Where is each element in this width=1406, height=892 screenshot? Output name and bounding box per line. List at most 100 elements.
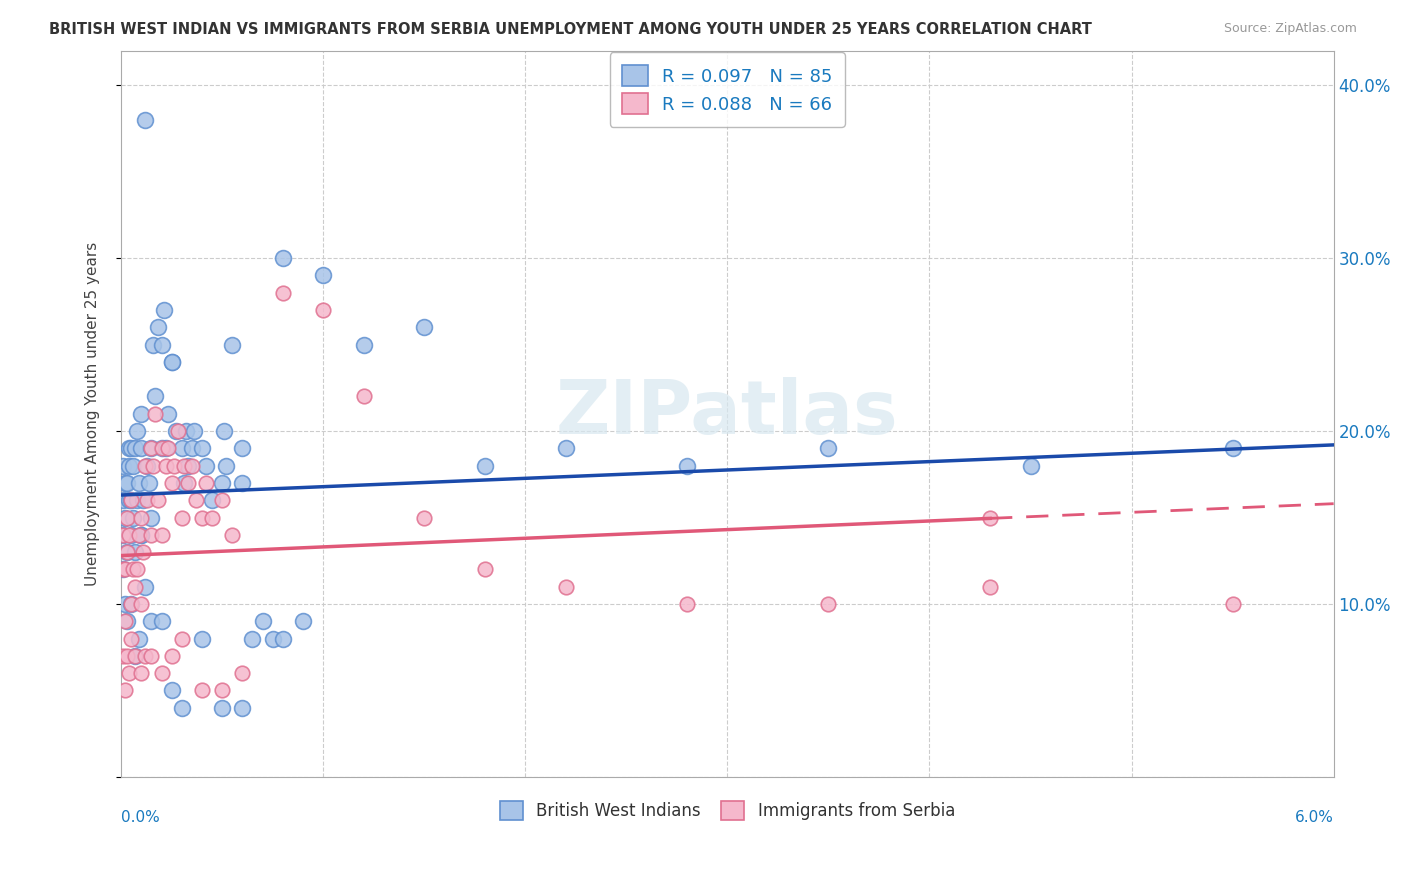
- Point: [201, 493, 224, 508]
- Point: [131, 528, 153, 542]
- Point: [141, 510, 163, 524]
- Point: [122, 458, 145, 473]
- Point: [177, 475, 200, 490]
- Point: [150, 614, 173, 628]
- Point: [112, 562, 135, 576]
- Point: [132, 493, 155, 508]
- Point: [150, 442, 173, 456]
- Point: [166, 424, 188, 438]
- Point: [312, 268, 335, 283]
- Point: [124, 580, 146, 594]
- Point: [979, 580, 1001, 594]
- Point: [191, 632, 214, 646]
- Point: [122, 510, 145, 524]
- Point: [231, 442, 253, 456]
- Point: [127, 424, 149, 438]
- Point: [145, 389, 167, 403]
- Point: [114, 614, 136, 628]
- Point: [170, 700, 193, 714]
- Point: [184, 493, 207, 508]
- Point: [134, 580, 156, 594]
- Point: [127, 493, 149, 508]
- Point: [353, 337, 375, 351]
- Point: [115, 648, 138, 663]
- Point: [128, 632, 150, 646]
- Point: [150, 528, 173, 542]
- Text: Source: ZipAtlas.com: Source: ZipAtlas.com: [1223, 22, 1357, 36]
- Point: [173, 475, 195, 490]
- Point: [128, 528, 150, 542]
- Point: [124, 648, 146, 663]
- Point: [211, 475, 233, 490]
- Text: 6.0%: 6.0%: [1295, 810, 1334, 824]
- Point: [155, 458, 177, 473]
- Point: [142, 458, 165, 473]
- Point: [141, 614, 163, 628]
- Point: [180, 442, 202, 456]
- Point: [120, 528, 142, 542]
- Point: [156, 407, 179, 421]
- Point: [120, 632, 142, 646]
- Point: [132, 545, 155, 559]
- Point: [173, 458, 195, 473]
- Point: [174, 424, 197, 438]
- Point: [115, 545, 138, 559]
- Point: [413, 510, 436, 524]
- Point: [115, 510, 138, 524]
- Point: [120, 442, 142, 456]
- Point: [112, 562, 135, 576]
- Point: [114, 597, 136, 611]
- Point: [262, 632, 284, 646]
- Point: [1222, 597, 1244, 611]
- Point: [271, 632, 294, 646]
- Point: [150, 666, 173, 681]
- Point: [131, 528, 153, 542]
- Point: [353, 389, 375, 403]
- Point: [160, 355, 183, 369]
- Legend: British West Indians, Immigrants from Serbia: British West Indians, Immigrants from Se…: [494, 794, 962, 827]
- Text: BRITISH WEST INDIAN VS IMMIGRANTS FROM SERBIA UNEMPLOYMENT AMONG YOUTH UNDER 25 : BRITISH WEST INDIAN VS IMMIGRANTS FROM S…: [49, 22, 1092, 37]
- Point: [817, 597, 839, 611]
- Point: [271, 251, 294, 265]
- Point: [170, 632, 193, 646]
- Point: [118, 666, 141, 681]
- Point: [160, 475, 183, 490]
- Point: [221, 528, 243, 542]
- Point: [191, 510, 214, 524]
- Point: [128, 475, 150, 490]
- Point: [201, 510, 224, 524]
- Point: [160, 355, 183, 369]
- Point: [127, 562, 149, 576]
- Point: [221, 337, 243, 351]
- Point: [118, 442, 141, 456]
- Point: [170, 442, 193, 456]
- Point: [160, 648, 183, 663]
- Point: [474, 562, 496, 576]
- Point: [211, 683, 233, 698]
- Point: [142, 337, 165, 351]
- Point: [150, 442, 173, 456]
- Point: [676, 458, 699, 473]
- Point: [1019, 458, 1042, 473]
- Point: [134, 648, 156, 663]
- Point: [118, 458, 141, 473]
- Point: [211, 493, 233, 508]
- Point: [146, 493, 169, 508]
- Point: [215, 458, 238, 473]
- Point: [141, 442, 163, 456]
- Point: [131, 407, 153, 421]
- Point: [120, 493, 142, 508]
- Point: [152, 303, 174, 318]
- Point: [177, 458, 200, 473]
- Point: [120, 493, 142, 508]
- Point: [231, 700, 253, 714]
- Point: [141, 442, 163, 456]
- Point: [124, 648, 146, 663]
- Point: [112, 528, 135, 542]
- Point: [817, 442, 839, 456]
- Point: [195, 458, 218, 473]
- Point: [474, 458, 496, 473]
- Point: [979, 510, 1001, 524]
- Point: [191, 683, 214, 698]
- Point: [554, 580, 576, 594]
